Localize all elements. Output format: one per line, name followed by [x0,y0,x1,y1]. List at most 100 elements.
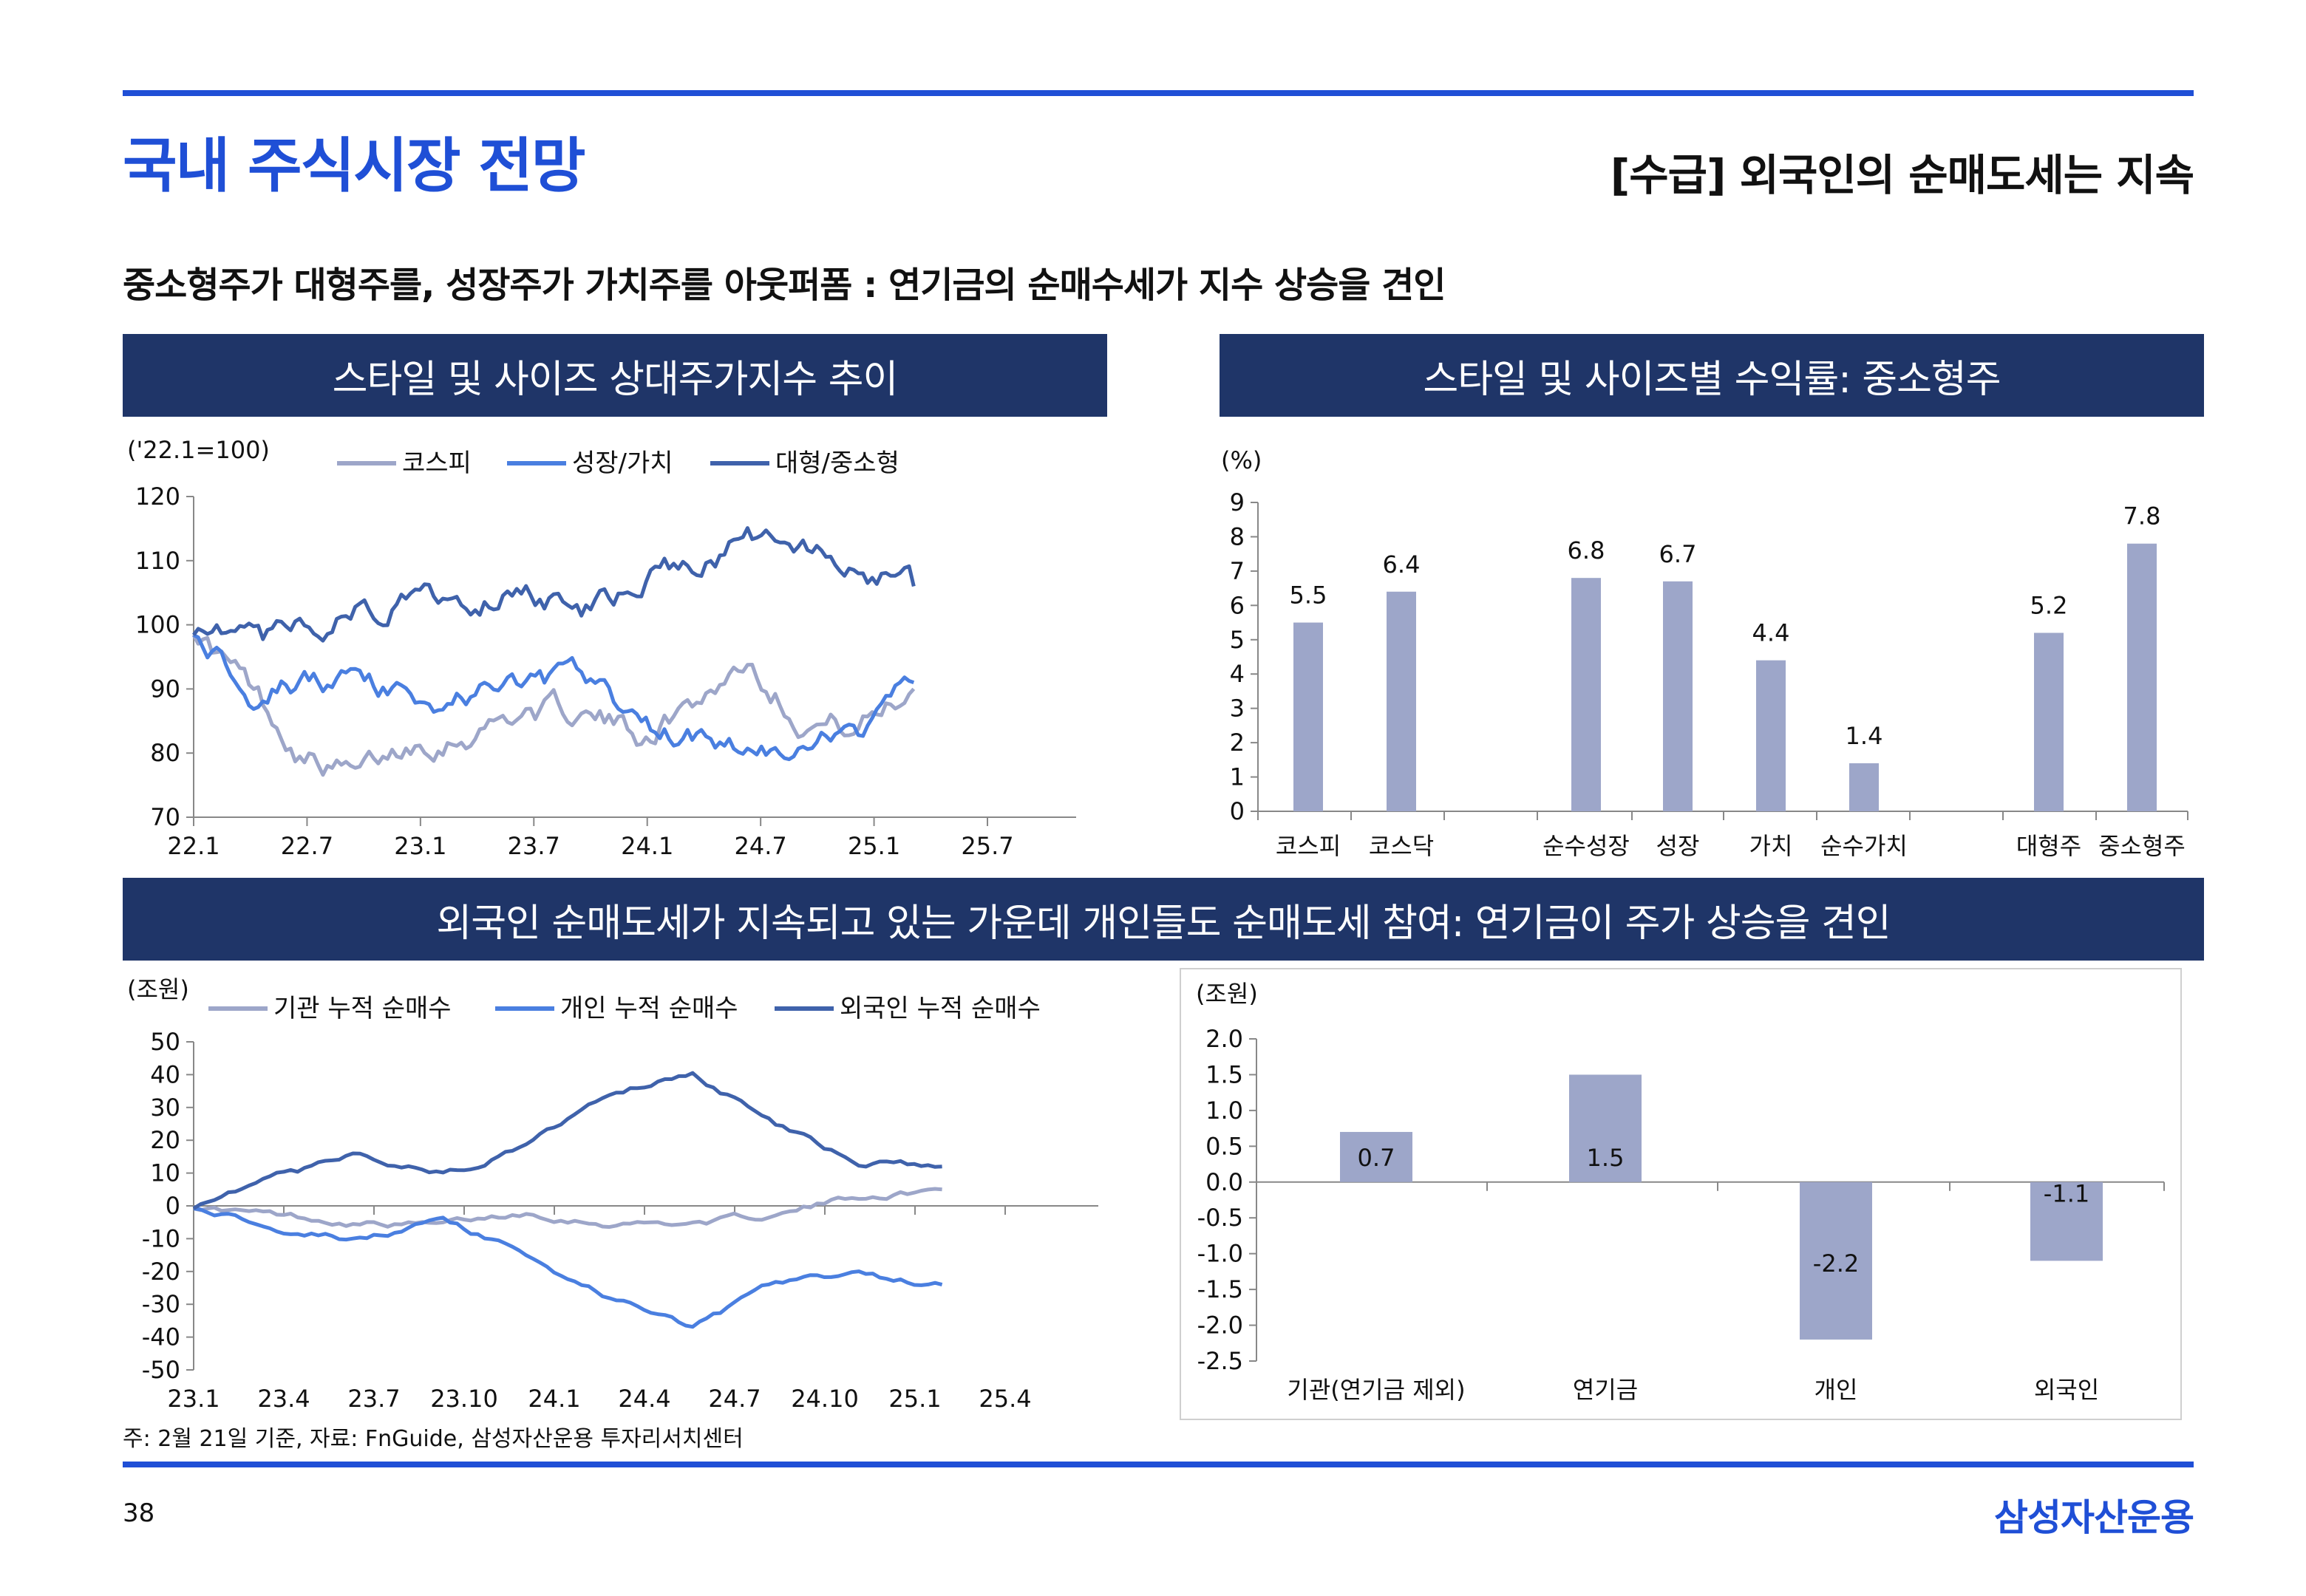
x-tick-label: 23.1 [394,832,446,860]
y-tick-label: 30 [150,1094,180,1122]
category-label-6: 순수가치 [1820,832,1908,860]
y-tick-label: 2 [1230,729,1245,757]
y-tick-label: -1.5 [1197,1275,1243,1303]
x-tick-label: 23.7 [508,832,560,860]
y-tick-label: 6 [1230,591,1245,619]
y-tick-label: -50 [142,1356,180,1384]
page-title: 국내 주식시장 전망 [123,132,586,200]
data-label-4: -1.1 [2044,1179,2089,1207]
category-label-2: 코스닥 [1369,832,1434,860]
category-label-3: 순수성장 [1543,832,1630,860]
y-tick-label: 9 [1230,488,1245,516]
y-unit-label: (조원) [127,975,189,1003]
data-label-4: 6.7 [1659,540,1697,568]
category-label-2: 연기금 [1573,1376,1638,1404]
panel-banner-net-buying: 외국인 순매도세가 지속되고 있는 가운데 개인들도 순매도세 참여: 연기금이… [123,878,2204,961]
bar-2 [1387,591,1416,811]
x-tick-label: 22.1 [167,832,220,860]
y-tick-label: 3 [1230,695,1245,723]
bar-5 [1756,660,1786,811]
y-tick-label: 20 [150,1126,180,1154]
x-tick-label: 23.4 [257,1385,310,1413]
x-tick-label: 24.10 [791,1385,859,1413]
category-label-5: 가치 [1749,832,1793,860]
legend-label-3: 외국인 누적 순매수 [840,994,1041,1023]
series-line-3 [192,1071,942,1210]
y-tick-label: 1.5 [1205,1060,1243,1088]
series-line-2 [192,633,915,762]
y-tick-label: -1.0 [1197,1240,1243,1268]
x-tick-label: 23.7 [347,1385,400,1413]
x-tick-label: 24.1 [621,832,673,860]
brand-logo-text: 삼성자산운용 [1994,1496,2194,1539]
data-label-3: 6.8 [1568,536,1605,565]
series-line-2 [193,1207,943,1329]
section-title: [수급] 외국인의 순매도세는 지속 [1610,150,2194,200]
y-tick-label: 1 [1230,763,1245,791]
y-tick-label: 4 [1230,660,1245,688]
y-tick-label: 110 [135,547,180,575]
y-tick-label: -40 [142,1323,180,1351]
x-tick-label: 25.1 [848,832,900,860]
category-label-1: 기관(연기금 제외) [1287,1376,1465,1404]
data-label-7: 5.2 [2030,591,2068,619]
y-tick-label: -10 [142,1224,180,1252]
y-tick-label: 0.0 [1205,1168,1243,1196]
y-tick-label: 90 [150,675,180,703]
bar-7 [2034,632,2064,811]
bar-4 [1663,581,1693,811]
data-label-6: 1.4 [1846,722,1883,750]
bar-8 [2127,543,2157,811]
y-tick-label: 120 [135,482,180,511]
panel-banner-relative-index: 스타일 및 사이즈 상대주가지수 추이 [123,334,1107,417]
x-tick-label: 22.7 [281,832,333,860]
page-number: 38 [123,1498,155,1528]
x-tick-label: 25.4 [979,1385,1031,1413]
legend-label-1: 기관 누적 순매수 [273,994,452,1023]
y-tick-label: -2.5 [1197,1347,1243,1375]
y-tick-label: 0.5 [1205,1132,1243,1160]
y-unit-label: (조원) [1196,980,1258,1008]
x-tick-label: 24.7 [735,832,787,860]
legend-label-2: 성장/가치 [572,449,673,478]
data-label-5: 4.4 [1752,619,1790,647]
category-label-7: 대형주 [2016,832,2081,860]
data-label-3: -2.2 [1813,1249,1859,1278]
net-buying-line-chart: (조원) -50 -40 -30 -20 -10 0 10 20 30 40 50 23.1 23.4 23… [123,968,1113,1417]
data-label-1: 5.5 [1290,582,1327,610]
x-tick-label: 24.4 [618,1385,670,1413]
y-tick-label: 100 [135,611,180,639]
series-line-3 [191,526,916,643]
data-label-2: 6.4 [1383,550,1421,579]
bar-2 [1569,1074,1642,1182]
x-tick-label: 24.7 [708,1385,761,1413]
category-label-8: 중소형주 [2098,832,2186,860]
category-label-3: 개인 [1814,1376,1858,1404]
data-label-2: 1.5 [1587,1144,1625,1172]
y-tick-label: 0 [1230,797,1245,825]
bar-3 [1800,1181,1872,1340]
net-buying-bar-frame [1180,968,2182,1420]
y-tick-label: -20 [142,1258,180,1286]
x-tick-label: 24.1 [528,1385,580,1413]
category-label-1: 코스피 [1276,832,1341,860]
legend-label-3: 대형/중소형 [775,449,899,478]
y-unit-label: ('22.1=100) [127,436,270,464]
top-rule [123,90,2194,96]
x-tick-label: 25.1 [888,1385,941,1413]
y-tick-label: 2.0 [1205,1025,1243,1053]
y-tick-label: 10 [150,1159,180,1187]
panel-banner-style-returns: 스타일 및 사이즈별 수익률: 중소형주 [1220,334,2204,417]
category-label-4: 외국인 [2034,1376,2099,1404]
bar-4 [2030,1181,2103,1261]
y-tick-label: -0.5 [1197,1204,1243,1232]
bar-1 [1340,1131,1412,1182]
relative-index-chart: ('22.1=100) 70 80 90 100 110 120 22.1 22.7 23.1 23… [123,421,1113,864]
y-tick-label: 1.0 [1205,1097,1243,1125]
y-tick-label: -30 [142,1290,180,1318]
y-tick-label: 50 [150,1028,180,1056]
y-tick-label: 80 [150,739,180,767]
y-tick-label: 7 [1230,557,1245,585]
source-note: 주: 2월 21일 기준, 자료: FnGuide, 삼성자산운용 투자리서치센… [123,1426,744,1452]
data-label-1: 0.7 [1358,1144,1395,1172]
